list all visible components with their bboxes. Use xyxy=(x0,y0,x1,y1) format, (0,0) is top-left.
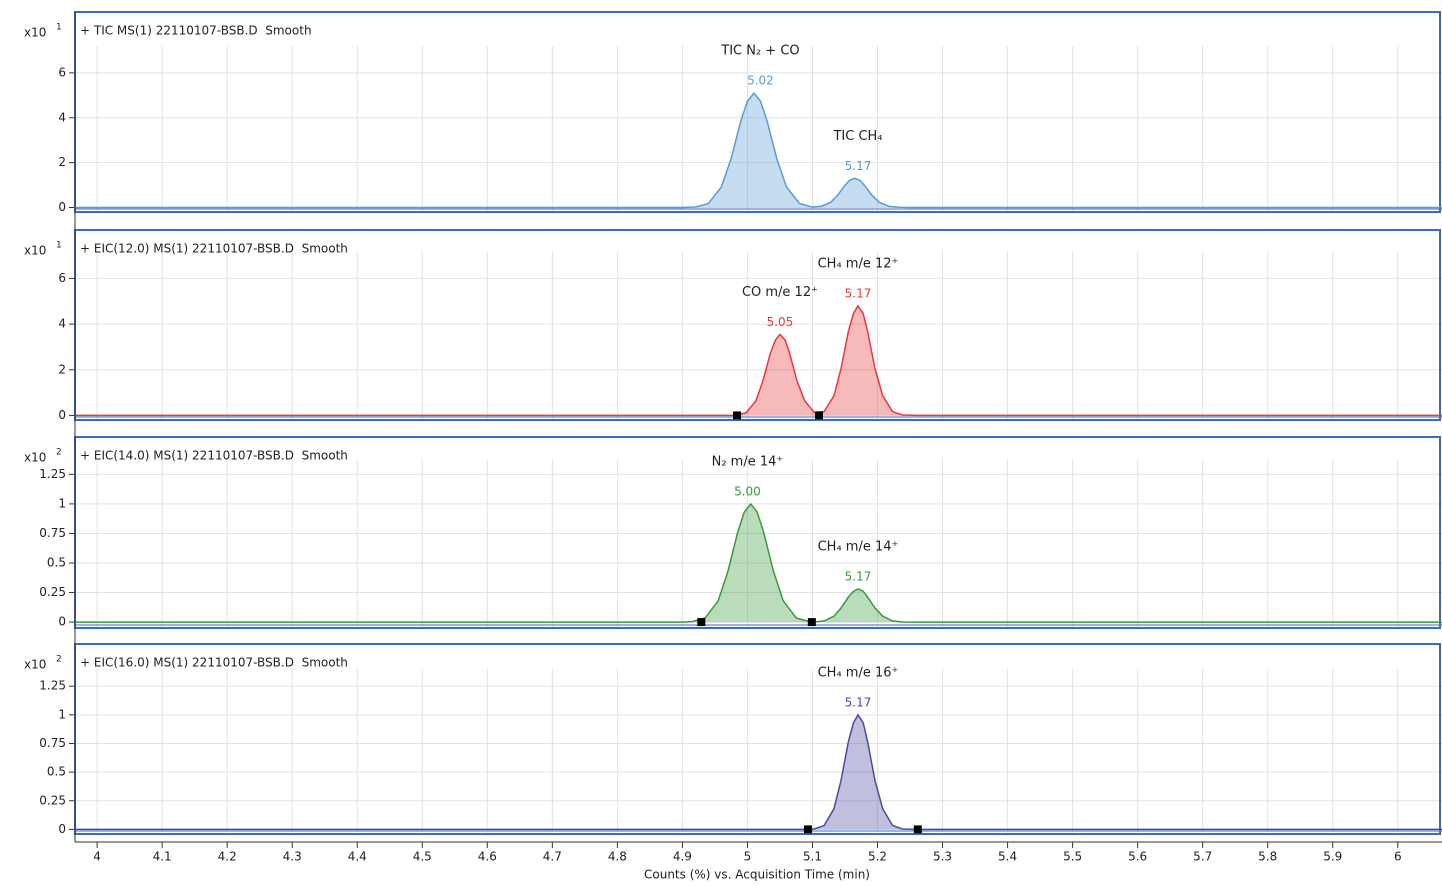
x-tick-label: 4.5 xyxy=(413,850,432,864)
x-tick-label: 6 xyxy=(1394,850,1402,864)
y-tick-label: 2 xyxy=(58,362,66,376)
peak-trace xyxy=(75,713,1442,831)
y-multiplier: x10 xyxy=(24,658,46,672)
y-tick-label: 0.5 xyxy=(47,765,66,779)
y-tick-label: 1 xyxy=(58,707,66,721)
integration-mark xyxy=(814,411,823,420)
y-tick-label: 0 xyxy=(58,822,66,836)
x-axis-title: Counts (%) vs. Acquisition Time (min) xyxy=(644,868,870,882)
y-tick-label: 4 xyxy=(58,317,66,331)
retention-time-label: 5.17 xyxy=(845,286,872,300)
y-tick-label: 6 xyxy=(58,65,66,79)
x-tick-label: 5.3 xyxy=(933,850,952,864)
y-tick-label: 6 xyxy=(58,271,66,285)
peak-annotation: CH₄ m/e 16⁺ xyxy=(818,665,899,680)
peak-annotation: TIC N₂ + CO xyxy=(720,44,799,59)
y-tick-label: 0 xyxy=(58,200,66,214)
x-tick-label: 5.9 xyxy=(1323,850,1342,864)
x-tick-label: 5.2 xyxy=(868,850,887,864)
peak-annotation: CH₄ m/e 14⁺ xyxy=(818,540,899,555)
x-tick-label: 5.4 xyxy=(998,850,1017,864)
y-tick-label: 0.75 xyxy=(39,736,66,750)
y-tick-label: 0.75 xyxy=(39,526,66,540)
integration-mark xyxy=(807,618,816,627)
panel-frame xyxy=(74,643,1441,835)
y-tick-label: 1.25 xyxy=(39,679,66,693)
panel-title: + EIC(14.0) MS(1) 22110107-BSB.D Smooth xyxy=(80,449,348,463)
retention-time-label: 5.17 xyxy=(845,159,872,173)
x-tick-label: 5.6 xyxy=(1128,850,1147,864)
x-tick-label: 4.7 xyxy=(543,850,562,864)
integration-mark xyxy=(803,825,812,834)
y-exponent: 2 xyxy=(56,448,62,458)
x-tick-label: 4.1 xyxy=(153,850,172,864)
panel-title: + EIC(12.0) MS(1) 22110107-BSB.D Smooth xyxy=(80,242,348,256)
x-tick-label: 5.5 xyxy=(1063,850,1082,864)
y-multiplier: x10 xyxy=(24,451,46,465)
y-exponent: 1 xyxy=(56,241,62,251)
y-tick-label: 0 xyxy=(58,615,66,629)
y-tick-label: 0.25 xyxy=(39,585,66,599)
peak-annotation: N₂ m/e 14⁺ xyxy=(712,454,784,469)
x-tick-label: 5.8 xyxy=(1258,850,1277,864)
peak-trace xyxy=(75,304,1442,417)
panel-title: + EIC(16.0) MS(1) 22110107-BSB.D Smooth xyxy=(80,656,348,670)
integration-mark xyxy=(913,825,922,834)
y-multiplier: x10 xyxy=(24,244,46,258)
y-tick-label: 2 xyxy=(58,155,66,169)
y-multiplier: x10 xyxy=(24,26,46,40)
x-tick-label: 4.9 xyxy=(673,850,692,864)
x-tick-label: 4.8 xyxy=(608,850,627,864)
peak-annotation: CH₄ m/e 12⁺ xyxy=(818,256,899,271)
x-tick-label: 4.2 xyxy=(218,850,237,864)
y-tick-label: 0.5 xyxy=(47,556,66,570)
peak-annotation: TIC CH₄ xyxy=(832,129,882,144)
x-tick-label: 4 xyxy=(93,850,101,864)
retention-time-label: 5.00 xyxy=(734,484,761,498)
y-exponent: 1 xyxy=(56,23,62,33)
y-tick-label: 1 xyxy=(58,496,66,510)
x-tick-label: 5.7 xyxy=(1193,850,1212,864)
integration-mark xyxy=(697,618,706,627)
y-tick-label: 0 xyxy=(58,408,66,422)
y-exponent: 2 xyxy=(56,655,62,665)
y-tick-label: 0.25 xyxy=(39,793,66,807)
peak-annotation: CO m/e 12⁺ xyxy=(742,285,818,300)
retention-time-label: 5.17 xyxy=(845,695,872,709)
x-tick-label: 4.3 xyxy=(283,850,302,864)
integration-mark xyxy=(733,411,742,420)
panel-title: + TIC MS(1) 22110107-BSB.D Smooth xyxy=(80,24,312,38)
y-tick-label: 4 xyxy=(58,110,66,124)
panel-frame xyxy=(74,229,1441,421)
x-tick-label: 4.4 xyxy=(348,850,367,864)
x-tick-label: 5.1 xyxy=(803,850,822,864)
y-tick-label: 1.25 xyxy=(39,467,66,481)
x-tick-label: 5 xyxy=(744,850,752,864)
x-tick-label: 4.6 xyxy=(478,850,497,864)
retention-time-label: 5.02 xyxy=(747,74,774,88)
retention-time-label: 5.05 xyxy=(767,315,794,329)
peak-trace xyxy=(75,91,1442,209)
retention-time-label: 5.17 xyxy=(845,570,872,584)
